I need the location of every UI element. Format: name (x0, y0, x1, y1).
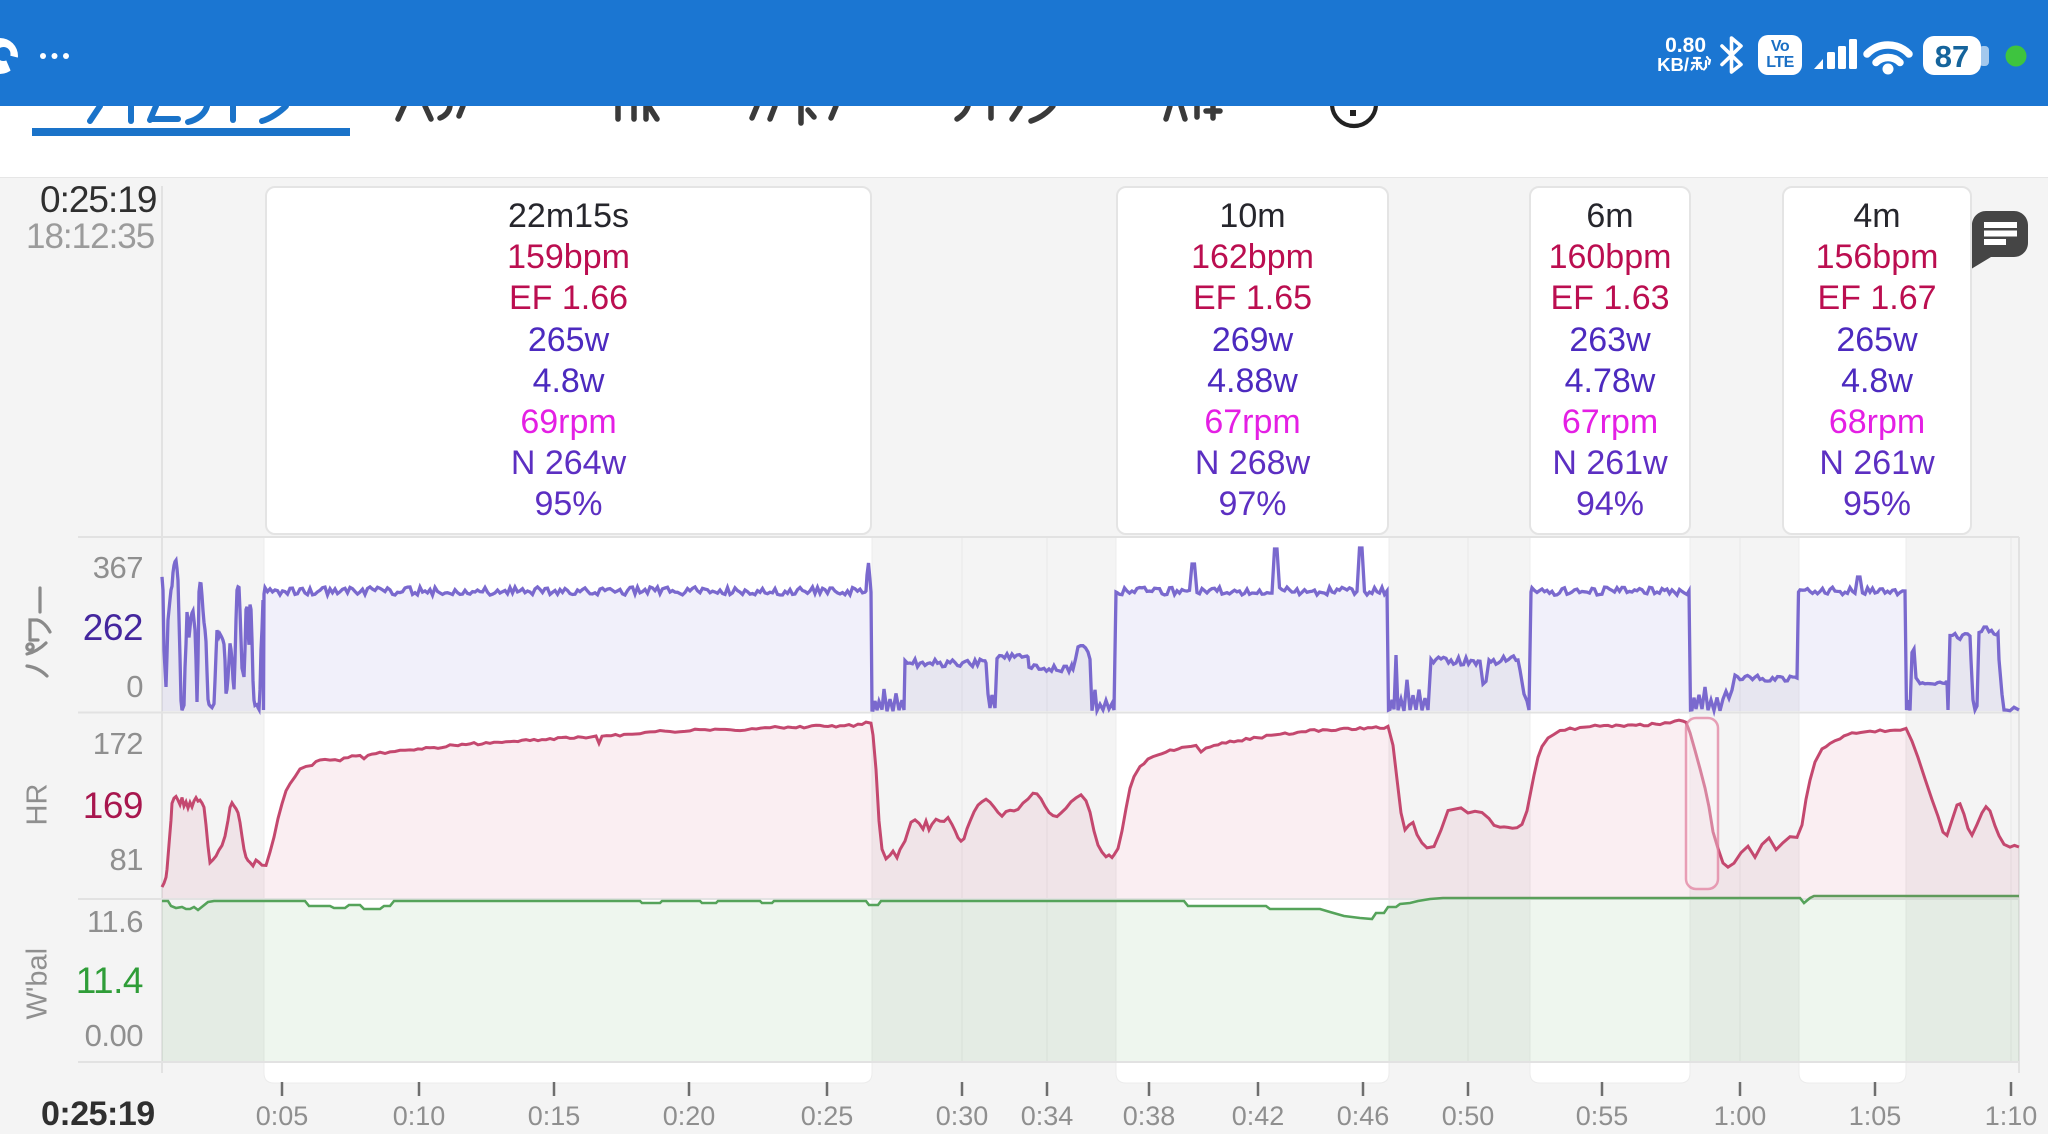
svg-text:KB/: KB/ (1657, 54, 1689, 75)
svg-text:0.80: 0.80 (1665, 34, 1706, 57)
svg-text:87: 87 (1935, 39, 1969, 74)
